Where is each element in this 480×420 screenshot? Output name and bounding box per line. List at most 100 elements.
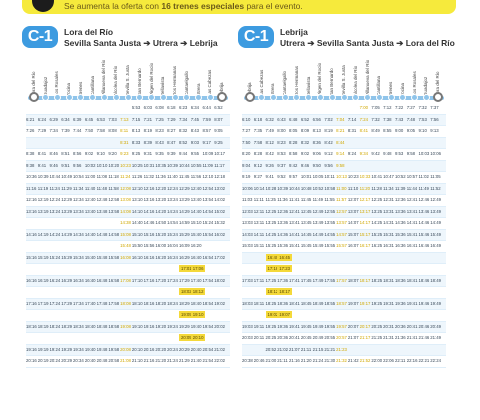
time-cell: 19:36	[277, 323, 289, 329]
time-cell: 19:49	[312, 323, 324, 329]
time-cell: 18:58	[108, 323, 120, 329]
time-cell: 18:46	[418, 277, 430, 283]
time-cell: 6:52	[214, 105, 223, 110]
time-cell: 15:20	[155, 231, 167, 237]
time-cell: 21:20	[155, 358, 167, 363]
table-row: 10:36 10:39 10:44 10:49 10:54 11:00 11:08 11:18…	[26, 172, 230, 184]
time-cell: 14:29	[61, 231, 73, 237]
time-cell: 7:29	[167, 116, 176, 122]
time-cell: 17:25	[265, 277, 277, 283]
table-row: 16:40 16:45	[242, 252, 446, 264]
time-cell: 16:54	[202, 254, 214, 260]
time-cell: 17:02	[214, 254, 225, 260]
time-cell: 14:07	[347, 220, 359, 225]
time-cell: 12:20	[155, 185, 167, 191]
table-row: 14:16 14:19 14:24 14:29 14:34 14:40 14:48 14:58…	[26, 229, 230, 241]
time-cell: 21:21	[324, 346, 336, 352]
time-cell: 18:02	[214, 277, 225, 283]
time-cell: 15:29	[61, 254, 73, 260]
time-cell: 21:24	[167, 358, 178, 363]
time-cell: 18:29	[61, 323, 73, 329]
time-cell: 21:30	[324, 358, 336, 363]
time-cell: 10:52	[394, 174, 406, 179]
time-cell: 7:12	[383, 105, 392, 110]
time-cell: 9:05	[406, 128, 416, 133]
time-cell: 15:31	[383, 231, 394, 237]
timetable: 5:53 6:03 6:08 6:18 6:23 6:34 6:44 6:52 6:21 6:24…	[26, 103, 230, 368]
time-cell: 13:02	[214, 185, 225, 191]
time-cell: 9:42	[289, 162, 298, 168]
time-cell: 11:10	[347, 185, 359, 191]
time-cell: 9:00	[394, 128, 404, 133]
time-cell: 15:08	[120, 231, 131, 237]
time-cell: 10:39	[167, 162, 178, 168]
station-name: Los Rosales	[411, 71, 417, 96]
time-cell: 12:49	[430, 197, 441, 202]
time-cell: 9:46	[300, 162, 310, 168]
time-cell: 15:57	[336, 243, 347, 248]
time-cell: 20:31	[383, 323, 394, 329]
time-cell: 14:59	[178, 220, 190, 225]
time-cell: 8:20	[242, 151, 251, 156]
time-cell: 10:49	[61, 174, 73, 179]
time-cell: 20:02	[214, 323, 225, 329]
time-cell: 16:20	[190, 243, 202, 248]
stop-marker	[352, 94, 360, 101]
time-cell: 14:29	[178, 208, 190, 214]
time-cell: 22:24	[430, 358, 441, 363]
time-cell: 20:20	[155, 346, 167, 352]
time-cell: 8:28	[289, 139, 298, 145]
time-cell: 17:34	[73, 300, 84, 306]
time-cell: 14:16	[26, 231, 37, 237]
timetable: 7:00 7:05 7:12 7:22 7:27 7:32 7:37 6:10 6:18 6:32…	[242, 103, 446, 368]
time-cell: 20:45	[300, 335, 312, 340]
time-cell: 8:31	[347, 128, 357, 133]
panel-header: C-1 Lebrija Utrera ➔ Sevilla Santa Justa…	[238, 24, 455, 50]
time-cell: 20:08	[120, 346, 131, 352]
time-cell: 15:02	[214, 208, 225, 214]
time-cell: 17:18	[265, 265, 281, 272]
time-cell: 7:34	[178, 116, 188, 122]
time-cell: 9:02	[300, 151, 310, 156]
time-cell: 15:03	[242, 243, 253, 248]
time-cell: 10:44	[49, 174, 61, 179]
time-cell: 13:25	[265, 220, 277, 225]
stop-marker	[364, 94, 372, 101]
timetable-panel-outbound: C-1 Lora del Río Sevilla Santa Justa ➔ U…	[22, 24, 232, 368]
time-cell: 8:53	[277, 151, 286, 156]
station-header: Lora del Río Guadajoz Los Rosales Tocina Bre…	[22, 54, 232, 98]
time-cell: 12:08	[120, 185, 131, 191]
time-cell: 10:09	[202, 151, 214, 156]
time-cell: 10:06	[430, 151, 441, 156]
station-header: Lebrija Las Cabezas Utrera Cantaelgallo Dos …	[238, 54, 448, 98]
time-cell: 18:36	[277, 300, 289, 306]
time-cell: 14:40	[190, 208, 202, 214]
time-cell: 7:27	[242, 128, 251, 133]
time-cell: 8:13	[312, 128, 321, 133]
time-cell: 10:41	[371, 174, 383, 179]
time-cell: 7:59	[202, 116, 211, 122]
time-cell: 14:55	[324, 231, 336, 237]
table-row: 16:16 16:19 16:24 16:29 16:34 16:40 16:48 16:58…	[26, 275, 230, 287]
time-cell: 19:36	[394, 300, 406, 306]
time-cell: 18:12	[265, 288, 281, 295]
time-cell: 11:05	[430, 174, 441, 179]
banner-pre: Se aumenta la oferta con	[64, 1, 159, 11]
time-cell: 6:52	[300, 116, 310, 122]
time-cell: 6:45	[84, 116, 94, 122]
station-name: Los Rosales	[54, 71, 60, 96]
time-cell: 7:13	[120, 116, 129, 122]
time-cell: 21:40	[190, 358, 202, 363]
time-cell: 19:40	[84, 346, 96, 352]
time-cell: 18:24	[49, 323, 61, 329]
time-cell: 22:21	[418, 358, 430, 363]
time-cell: 18:08	[120, 300, 131, 306]
time-cell: 7:48	[406, 116, 416, 122]
time-cell: 16:19	[37, 277, 49, 283]
time-cell: 11:34	[73, 185, 84, 191]
time-cell: 11:58	[108, 185, 119, 191]
time-cell: 21:46	[418, 335, 430, 340]
time-cell: 9:12	[253, 162, 263, 168]
time-cell: 13:17	[359, 208, 371, 214]
banner-bold: 16 trenes especiales	[161, 1, 245, 11]
